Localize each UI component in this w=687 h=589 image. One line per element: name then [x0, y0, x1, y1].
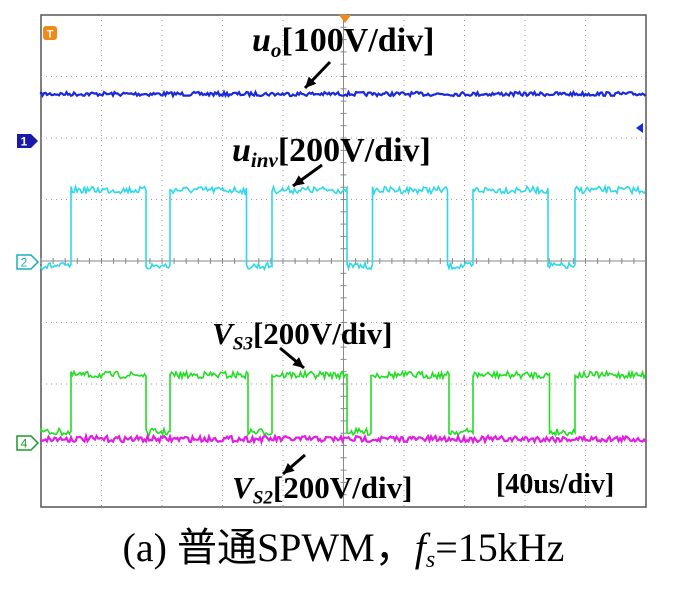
- channel-2-marker: 2: [16, 254, 40, 270]
- vs3-label: VS3[200V/div]: [212, 316, 393, 355]
- vs2-arrow: [282, 453, 306, 476]
- graticule: [40, 14, 646, 507]
- vs2-label: VS2[200V/div]: [232, 470, 413, 509]
- trace-vs3: [40, 368, 647, 438]
- uinv-label: uinv[200V/div]: [232, 132, 431, 172]
- caption-prefix: (a) 普通SPWM，: [122, 525, 415, 570]
- channel-4-marker: 4: [16, 435, 40, 451]
- trace-uo: [39, 89, 647, 99]
- uo-label: uo[100V/div]: [252, 22, 435, 62]
- channel-4-number: 4: [21, 437, 28, 451]
- oscilloscope-screen: T 1 2 4: [16, 14, 647, 508]
- channel-2-number: 2: [21, 256, 28, 270]
- caption-suffix: =15kHz: [435, 525, 565, 570]
- label-arrows: [279, 60, 332, 476]
- ref-level-arrow: [636, 123, 643, 133]
- uinv-arrow: [292, 163, 323, 188]
- trace-uinv: [40, 183, 647, 272]
- trigger-marker: T: [43, 26, 57, 41]
- caption-f: f: [414, 525, 426, 570]
- uo-arrow: [303, 60, 332, 90]
- trace-vs2: [39, 432, 647, 446]
- channel-1-number: 1: [21, 135, 28, 149]
- figure-caption: (a) 普通SPWM，fs=15kHz: [0, 525, 687, 573]
- waveforms: [39, 89, 647, 446]
- time-scale-label: [40us/div]: [496, 469, 615, 500]
- vs3-arrow: [279, 346, 305, 370]
- trigger-position-arrow: [339, 15, 351, 23]
- trigger-marker-text: T: [47, 29, 54, 41]
- channel-1-marker: 1: [17, 134, 38, 149]
- caption-f-sub: s: [425, 547, 436, 573]
